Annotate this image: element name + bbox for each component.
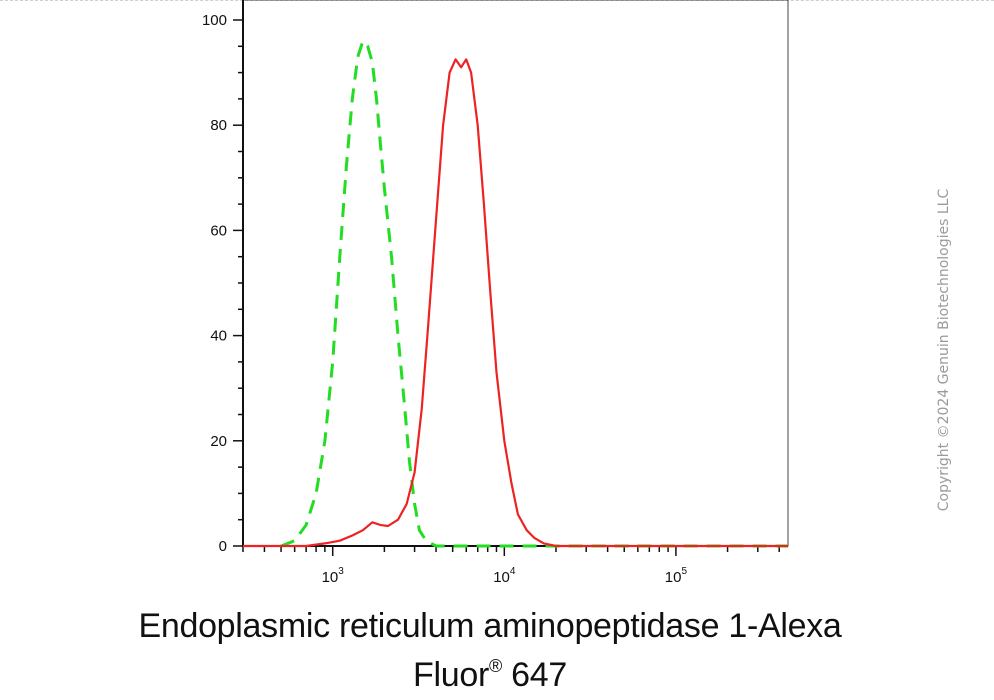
y-tick-label: 40 [210, 328, 227, 345]
registered-mark: ® [489, 656, 502, 676]
x-tick-label: 104 [493, 566, 516, 586]
x-tick-label: 103 [322, 566, 345, 586]
histogram-chart: 0 20 40 60 80 100 103 104 105 [202, 0, 789, 586]
x-tick-label: 105 [665, 566, 688, 586]
plot-frame [242, 0, 789, 547]
series-control-dashed-line [280, 39, 788, 548]
copyright-watermark: Copyright ©2024 Genuin Biotechnologies L… [936, 188, 952, 512]
x-axis-label-line1: Endoplasmic reticulum aminopeptidase 1-A… [138, 607, 842, 645]
x-axis-label-fluor: Fluor [413, 656, 489, 694]
y-tick-label: 0 [219, 538, 227, 555]
x-axis-label: Endoplasmic reticulum aminopeptidase 1-A… [40, 606, 940, 695]
series-sample-solid-line [243, 58, 788, 548]
x-axis-label-line2: Fluor® 647 [40, 646, 940, 695]
y-tick-label: 100 [202, 12, 227, 29]
y-tick-label: 20 [210, 433, 227, 450]
plot-border [242, 0, 789, 547]
y-axis: 0 20 40 60 80 100 [202, 12, 243, 555]
x-axis-label-647: 647 [501, 656, 567, 694]
y-tick-label: 80 [210, 117, 227, 134]
x-axis: 103 104 105 [242, 546, 780, 586]
y-tick-label: 60 [210, 222, 227, 239]
series-layer [243, 39, 788, 548]
